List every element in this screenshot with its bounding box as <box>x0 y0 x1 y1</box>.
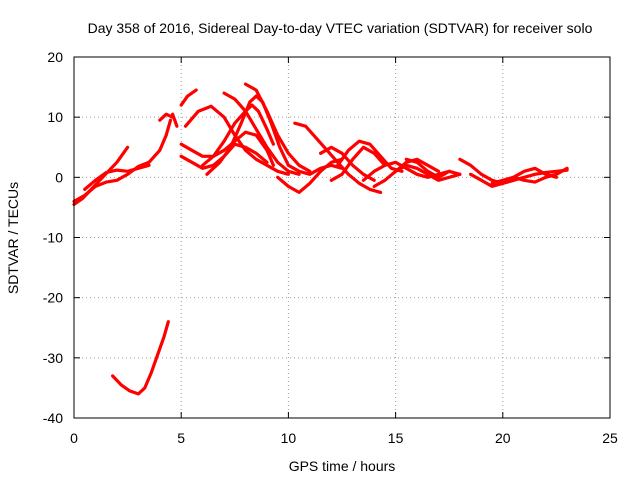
series-arc-5 <box>171 112 179 128</box>
x-tick-label: 20 <box>495 430 511 446</box>
series-arc-26 <box>490 166 569 185</box>
series-arc-22 <box>394 163 462 182</box>
axis-ticks <box>73 56 611 419</box>
series-arc-19 <box>336 139 404 173</box>
y-tick-label: -10 <box>43 230 63 246</box>
series-arc-2 <box>72 118 173 203</box>
series-arc-16 <box>293 121 383 194</box>
y-tick-labels: -40 -30 -20 -10 0 10 20 <box>43 49 63 426</box>
y-tick-label: 10 <box>47 109 63 125</box>
y-tick-label: 0 <box>55 169 63 185</box>
series-arc-23 <box>404 157 462 179</box>
series-lines <box>72 82 569 396</box>
y-tick-label: -40 <box>43 410 63 426</box>
series-arc-17 <box>319 145 376 182</box>
series-arc-6 <box>179 88 198 107</box>
series-arc-14 <box>276 157 344 194</box>
y-axis-label: SDTVAR / TECUs <box>5 182 21 294</box>
x-axis-label: GPS time / hours <box>289 458 396 474</box>
series-arc-12 <box>222 91 301 176</box>
series-arc-10 <box>201 103 275 167</box>
series-arc-27 <box>511 166 559 179</box>
series-arc-9 <box>183 104 290 176</box>
x-tick-label: 15 <box>388 430 404 446</box>
x-tick-labels: 0 5 10 15 20 25 <box>70 430 618 446</box>
grid-lines <box>74 57 610 418</box>
series-arc-21 <box>372 157 441 188</box>
series-arc-3 <box>83 163 151 191</box>
y-tick-label: -30 <box>43 350 63 366</box>
y-tick-label: 20 <box>47 49 63 65</box>
y-tick-label: -20 <box>43 290 63 306</box>
series-arc-11 <box>205 94 290 176</box>
series-arc-18 <box>329 145 387 182</box>
x-tick-label: 25 <box>602 430 618 446</box>
x-tick-label: 5 <box>177 430 185 446</box>
chart-title: Day 358 of 2016, Sidereal Day-to-day VTE… <box>88 20 593 36</box>
series-arc-4 <box>158 112 175 122</box>
series-arc-13 <box>243 82 312 173</box>
series-arc-28 <box>110 320 170 396</box>
x-tick-label: 0 <box>70 430 78 446</box>
series-arc-15 <box>286 163 344 176</box>
x-tick-label: 10 <box>281 430 297 446</box>
